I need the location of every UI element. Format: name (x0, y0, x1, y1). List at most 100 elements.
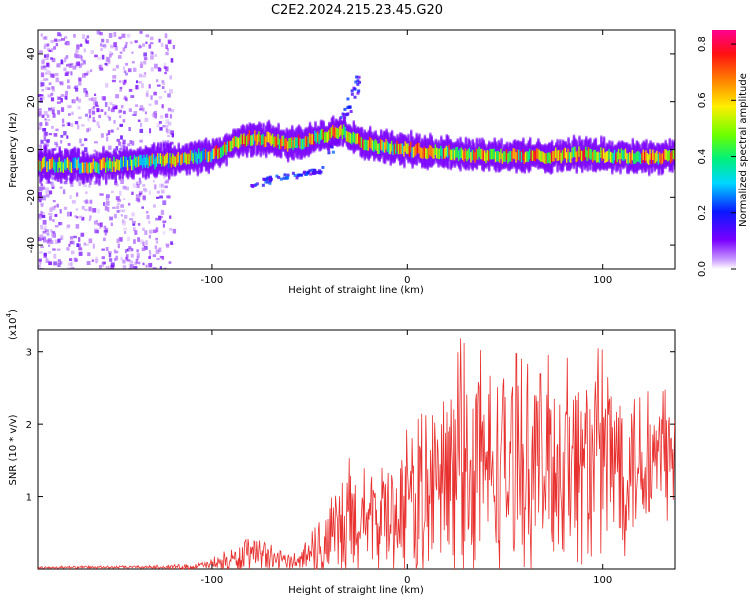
spectrogram-noise-cell (107, 130, 111, 135)
spectrogram-ridge-cell (176, 154, 179, 166)
spectrogram-noise-cell (169, 75, 172, 80)
colorbar: 0.0 0.2 0.4 0.6 0.8 Normalized spectral ampl… (697, 30, 749, 277)
spectrogram-noise-cell (117, 209, 120, 213)
spectrogram-ridge-cell (381, 140, 384, 151)
snr-multiplier-base: (x10 (8, 317, 19, 340)
spectrogram-ridge-cell (185, 154, 189, 165)
spectrogram-noise-cell (161, 86, 165, 90)
spectrogram-ridge-cell (505, 149, 509, 160)
spectrogram-ridge-cell (615, 153, 618, 164)
colorbar-tick-label: 0.8 (697, 36, 708, 52)
colorbar-tick-label: 0.0 (697, 261, 708, 277)
spectrogram-ridge-cell (92, 158, 96, 170)
spectrogram-noise-cell (44, 121, 48, 126)
spectrogram-noise-cell (93, 97, 97, 102)
spectrogram-ridge-cell (232, 137, 235, 149)
spectrogram-noise-cell (125, 254, 129, 259)
spectrogram-ridge-cell (229, 141, 232, 152)
spectrogram-noise-cell (135, 198, 140, 202)
spectrogram-noise-cell (68, 105, 72, 109)
spectrogram-branch-cell (355, 75, 359, 79)
spectrogram-noise-cell (51, 184, 55, 188)
snr-xtick-label: -100 (201, 575, 224, 586)
spectrogram-ridge-cell (620, 148, 624, 159)
spectrogram-ridge-cell (623, 150, 626, 161)
spectrogram-ridge-cell (664, 149, 667, 160)
spectrogram-noise-cell (88, 98, 92, 101)
spectrogram-ridge-cell (292, 139, 295, 151)
spectrogram-noise-cell (96, 30, 101, 35)
spectrogram-branch-cell (350, 92, 354, 96)
spectrogram-noise-cell (100, 43, 103, 47)
spectrogram-noise-cell (44, 118, 47, 121)
spectrogram-noise-cell (76, 61, 81, 66)
spectrogram-noise-cell (97, 56, 101, 61)
spectrogram-noise-cell (137, 119, 141, 122)
spectrogram-noise-cell (99, 32, 103, 36)
spectrogram-branch-cell (334, 140, 338, 144)
spectrogram-noise-cell (108, 32, 113, 38)
spectrogram-noise-cell (123, 227, 128, 231)
spectrogram-noise-cell (119, 80, 122, 83)
spectrogram-noise-cell (76, 96, 79, 101)
spectrogram-ridge-cell (561, 150, 565, 161)
spectrogram-ridge-cell (527, 151, 531, 162)
spectrogram-noise-cell (154, 63, 158, 69)
spectrogram-ridge-cell (550, 151, 554, 163)
spectrogram-ridge-cell (516, 149, 520, 161)
spectrogram-ridge-cell (89, 162, 93, 174)
spectrogram-noise-cell (158, 121, 162, 124)
spectrogram-ridge-cell (61, 160, 64, 172)
spectrogram-noise-cell (139, 193, 142, 197)
spectrogram-noise-cell (48, 216, 52, 221)
spectrogram-ridge-cell (518, 149, 521, 161)
spectrogram-noise-cell (122, 81, 126, 86)
spectrogram-noise-cell (106, 39, 109, 44)
spectrogram-noise-cell (48, 70, 51, 76)
spectrogram-noise-cell (43, 240, 47, 243)
spectrogram-ridge-cell (507, 153, 510, 164)
spectrogram-noise-cell (64, 72, 69, 77)
spectrogram-noise-cell (136, 183, 140, 189)
spectrogram-ridge-cell (225, 144, 228, 156)
spectrogram-noise-cell (70, 266, 74, 269)
spectrogram-noise-cell (123, 169, 128, 174)
spectrogram-noise-cell (74, 120, 79, 125)
spectrogram-noise-cell (76, 243, 79, 248)
spectrogram-ridge-cell (252, 133, 256, 145)
spectrogram-noise-cell (52, 148, 56, 151)
spectrogram-ridge-cell (102, 157, 105, 169)
spectrogram-ridge-cell (545, 153, 548, 164)
spectrogram-ridge-cell (425, 148, 428, 159)
spectrogram-ridge-cell (247, 134, 250, 145)
spectrogram-noise-cell (46, 43, 50, 47)
spectrogram-noise-cell (79, 43, 83, 47)
spectrogram-noise-cell (39, 50, 43, 53)
spectrogram-ridge-cell (148, 155, 152, 167)
spectrogram-ridge-cell (315, 132, 319, 144)
spectrogram-ridge-cell (141, 158, 145, 169)
spectrogram-noise-cell (41, 215, 46, 219)
spectrogram-ridge-cell (475, 148, 479, 160)
spectrogram-noise-cell (82, 73, 86, 78)
spectrogram-noise-cell (47, 87, 51, 90)
spectrogram-ridge-cell (405, 143, 409, 154)
spectrogram-noise-cell (74, 62, 78, 68)
spectrogram-noise-cell (89, 181, 92, 185)
spectrogram-ridge-cell (280, 138, 283, 150)
spectrogram-ridge-cell (471, 149, 474, 161)
snr-ylabel: SNR (10 * v/v) (8, 414, 19, 485)
spectrogram-noise-cell (42, 58, 47, 61)
spectrogram-noise-cell (89, 153, 93, 156)
spectrogram-noise-cell (40, 245, 44, 248)
spectrogram-noise-cell (150, 67, 154, 72)
spectrogram-noise-cell (53, 38, 58, 42)
spectrogram-noise-cell (38, 110, 42, 116)
spectrogram-branch-cell (313, 168, 317, 172)
spectrogram-ridge-cell (107, 160, 111, 172)
spectrogram-noise-cell (104, 101, 108, 107)
spectrogram-noise-cell (78, 179, 83, 184)
spectrogram-noise-cell (53, 133, 58, 137)
spectrogram-branch-cell (350, 89, 354, 93)
spectrogram-ridge-cell (576, 150, 580, 162)
